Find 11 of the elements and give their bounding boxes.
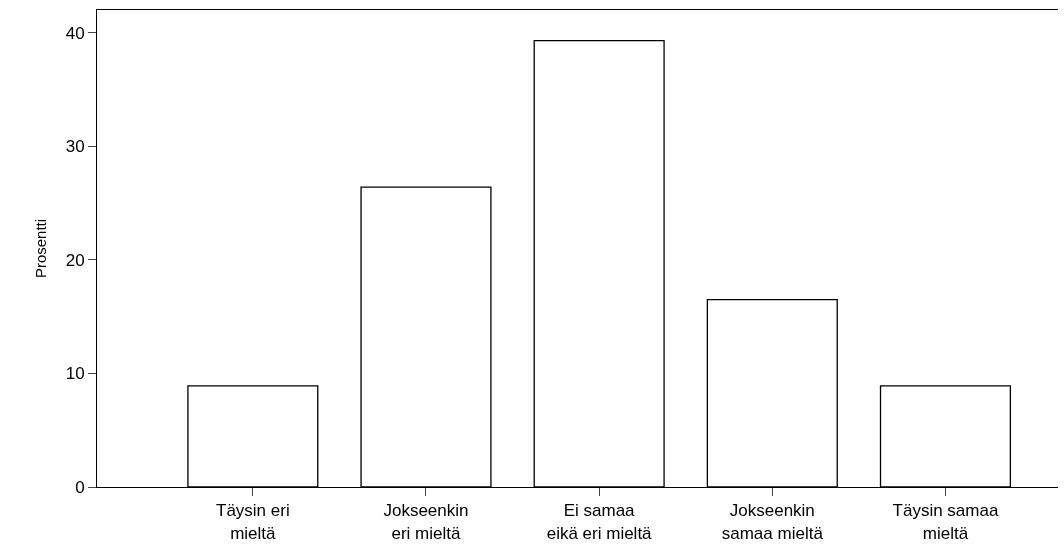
y-tick-label: 40 [65,23,85,43]
y-tick-label: 20 [65,250,85,270]
y-tick-label: 10 [65,364,85,384]
x-tick-label: Jokseenkin eri mieltä [383,501,469,543]
y-tick-label: 30 [65,137,85,157]
x-tick-label: Ei samaa eikä eri mieltä [546,501,653,543]
x-tick-label: Täysin eri mieltä [216,501,290,543]
y-axis-title: Prosentti [31,218,49,279]
y-tick-label: 0 [75,477,85,497]
x-tick-label: Täysin samaa mieltä [892,501,999,543]
x-tick-label: Jokseenkin samaa mieltä [721,501,824,543]
